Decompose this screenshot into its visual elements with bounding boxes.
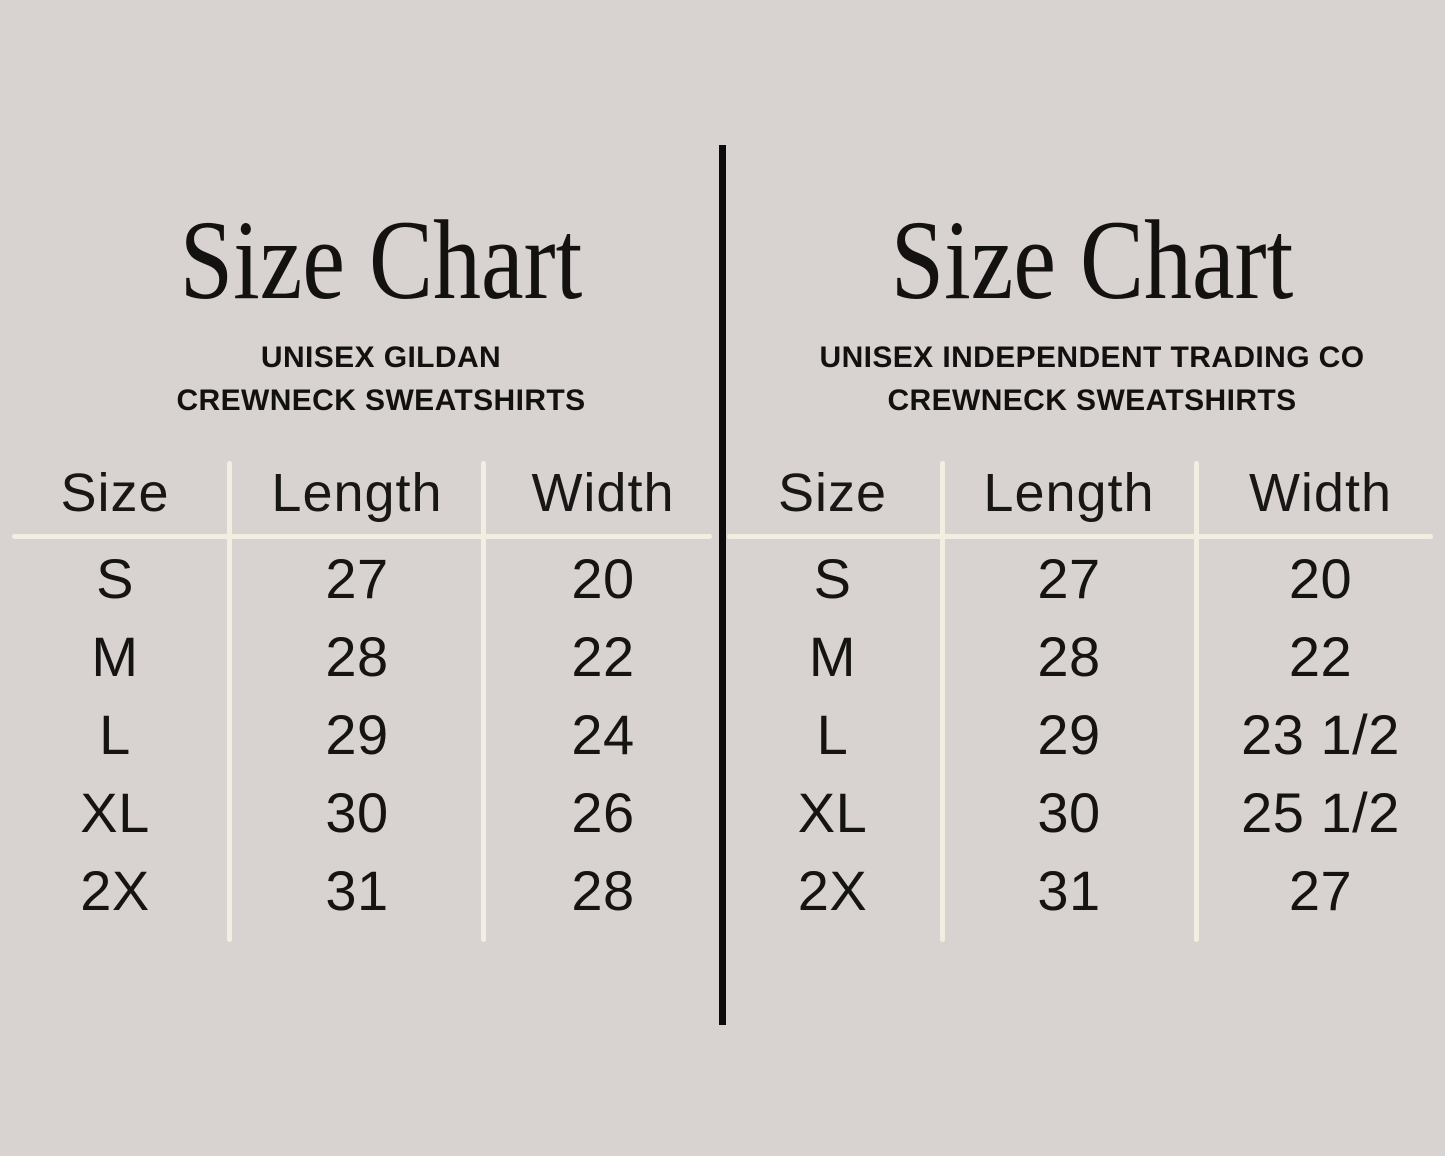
cell-size: M [91, 624, 139, 688]
cell-size: S [96, 546, 134, 610]
independent-subtitle-line-1: UNISEX INDEPENDENT TRADING CO [819, 341, 1365, 374]
cell-size: XL [80, 780, 150, 844]
cell-width: 22 [1288, 624, 1353, 688]
column-divider-line [940, 461, 945, 942]
table-row: S 27 20 [723, 539, 1445, 617]
cell-width: 22 [571, 624, 635, 688]
cell-size: XL [797, 780, 868, 844]
cell-size: L [816, 702, 849, 766]
cell-length: 29 [325, 702, 389, 766]
table-row: 2X 31 27 [723, 851, 1445, 929]
cell-length: 30 [325, 780, 389, 844]
gildan-table-body: S 27 20 M 28 22 L 29 24 XL 30 26 2X 31 [0, 539, 722, 929]
table-row: L 29 24 [0, 695, 722, 773]
column-divider-line [1194, 461, 1199, 942]
center-divider-line [719, 145, 726, 1025]
cell-length: 27 [325, 546, 389, 610]
gildan-chart-subtitle: UNISEX GILDAN CREWNECK SWEATSHIRTS [20, 336, 742, 422]
independent-table-body: S 27 20 M 28 22 L 29 23 1/2 XL 30 25 1/2… [723, 539, 1445, 929]
cell-width: 20 [1288, 546, 1353, 610]
cell-length: 27 [1037, 546, 1101, 610]
cell-width: 25 1/2 [1241, 780, 1400, 844]
column-header-length: Length [983, 462, 1155, 523]
header-divider-line [727, 534, 1433, 539]
cell-length: 30 [1037, 780, 1101, 844]
cell-length: 29 [1037, 702, 1101, 766]
column-divider-line [481, 461, 486, 942]
table-row: 2X 31 28 [0, 851, 722, 929]
cell-width: 20 [571, 546, 635, 610]
gildan-subtitle-line-1: UNISEX GILDAN [260, 341, 502, 374]
table-row: XL 30 26 [0, 773, 722, 851]
cell-length: 28 [1037, 624, 1101, 688]
cell-width: 24 [571, 702, 635, 766]
column-divider-line [227, 461, 232, 942]
table-row: M 28 22 [723, 617, 1445, 695]
cell-size: S [813, 546, 852, 610]
gildan-subtitle-line-2: CREWNECK SWEATSHIRTS [176, 384, 586, 417]
column-header-length: Length [271, 462, 443, 523]
column-header-size: Size [60, 462, 170, 523]
table-row: S 27 20 [0, 539, 722, 617]
independent-subtitle-line-2: CREWNECK SWEATSHIRTS [887, 384, 1297, 417]
independent-table-header: Size Length Width [723, 451, 1445, 534]
table-row: M 28 22 [0, 617, 722, 695]
table-row: L 29 23 1/2 [723, 695, 1445, 773]
column-header-width: Width [531, 462, 675, 523]
cell-length: 31 [1037, 858, 1101, 922]
table-row: XL 30 25 1/2 [723, 773, 1445, 851]
column-header-size: Size [777, 462, 888, 523]
cell-size: L [99, 702, 131, 766]
column-header-width: Width [1248, 462, 1393, 523]
gildan-chart-title: Size Chart [179, 196, 583, 323]
cell-width: 23 1/2 [1241, 702, 1400, 766]
cell-size: 2X [797, 858, 868, 922]
independent-chart-title: Size Chart [890, 196, 1294, 323]
cell-length: 28 [325, 624, 389, 688]
gildan-size-chart: Size Chart UNISEX GILDAN CREWNECK SWEATS… [0, 0, 722, 1156]
cell-width: 27 [1288, 858, 1353, 922]
independent-chart-subtitle: UNISEX INDEPENDENT TRADING CO CREWNECK S… [731, 336, 1445, 422]
cell-width: 26 [571, 780, 635, 844]
independent-trading-co-size-chart: Size Chart UNISEX INDEPENDENT TRADING CO… [723, 0, 1445, 1156]
cell-length: 31 [325, 858, 389, 922]
header-divider-line [12, 534, 712, 539]
gildan-table-header: Size Length Width [0, 451, 722, 534]
cell-width: 28 [571, 858, 635, 922]
cell-size: 2X [80, 858, 150, 922]
cell-size: M [808, 624, 857, 688]
